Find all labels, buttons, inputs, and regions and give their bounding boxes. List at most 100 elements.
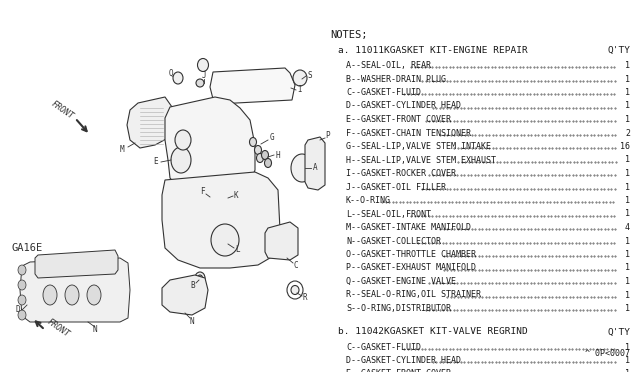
Text: Q: Q <box>169 68 173 77</box>
Text: 1: 1 <box>625 237 630 246</box>
Ellipse shape <box>223 192 233 204</box>
Text: M--GASKET-INTAKE MANIFOLD: M--GASKET-INTAKE MANIFOLD <box>346 223 471 232</box>
Ellipse shape <box>287 281 303 299</box>
Ellipse shape <box>43 285 57 305</box>
Text: 1: 1 <box>625 196 630 205</box>
Text: G--SEAL-LIP,VALVE STEM INTAKE: G--SEAL-LIP,VALVE STEM INTAKE <box>346 142 491 151</box>
Text: Q--GASKET-ENGINE VALVE: Q--GASKET-ENGINE VALVE <box>346 277 456 286</box>
Text: H--SEAL-LIP,VALVE STEM EXHAUST: H--SEAL-LIP,VALVE STEM EXHAUST <box>346 155 496 164</box>
Text: 2: 2 <box>625 128 630 138</box>
Text: 1: 1 <box>625 102 630 110</box>
Text: NOTES;: NOTES; <box>330 30 367 40</box>
Ellipse shape <box>198 275 202 281</box>
Ellipse shape <box>257 154 264 163</box>
Polygon shape <box>210 68 295 104</box>
Text: A--SEAL-OIL, REAR: A--SEAL-OIL, REAR <box>346 61 431 70</box>
Text: 1: 1 <box>625 183 630 192</box>
Ellipse shape <box>18 280 26 290</box>
Text: 1: 1 <box>625 61 630 70</box>
Text: 4: 4 <box>625 223 630 232</box>
Polygon shape <box>165 97 255 200</box>
Text: 1: 1 <box>625 169 630 178</box>
Text: F: F <box>200 187 204 196</box>
Text: L--SEAL-OIL,FRONT: L--SEAL-OIL,FRONT <box>346 209 431 218</box>
Ellipse shape <box>18 265 26 275</box>
Ellipse shape <box>198 58 209 71</box>
Text: I: I <box>298 86 302 94</box>
Text: J--GASKET-OIL FILLER: J--GASKET-OIL FILLER <box>346 183 446 192</box>
Polygon shape <box>20 258 130 322</box>
Text: S: S <box>308 71 312 80</box>
Text: D--GASKET-CYLINDER HEAD: D--GASKET-CYLINDER HEAD <box>346 102 461 110</box>
Ellipse shape <box>291 285 299 295</box>
Text: 1: 1 <box>625 263 630 273</box>
Text: FRONT: FRONT <box>45 317 71 339</box>
Text: 1: 1 <box>625 369 630 372</box>
Text: P--GASKET-EXHAUST MANIFOLD: P--GASKET-EXHAUST MANIFOLD <box>346 263 476 273</box>
Text: 1: 1 <box>625 356 630 365</box>
Text: P: P <box>326 131 330 140</box>
Ellipse shape <box>175 130 191 150</box>
Text: 1: 1 <box>625 88 630 97</box>
Text: N: N <box>189 317 195 327</box>
Text: C--GASKET-FLUID: C--GASKET-FLUID <box>346 343 421 352</box>
Text: 1: 1 <box>625 291 630 299</box>
Ellipse shape <box>293 70 307 86</box>
Text: F--GASKET-CHAIN TENSIONER: F--GASKET-CHAIN TENSIONER <box>346 128 471 138</box>
Text: N: N <box>93 326 97 334</box>
Ellipse shape <box>211 224 239 256</box>
Text: L: L <box>236 246 240 254</box>
Ellipse shape <box>291 154 313 182</box>
Text: 1: 1 <box>625 250 630 259</box>
Text: R: R <box>303 294 307 302</box>
Text: R--SEAL-O-RING,OIL STRAINER: R--SEAL-O-RING,OIL STRAINER <box>346 291 481 299</box>
Text: Q'TY: Q'TY <box>607 327 630 337</box>
Ellipse shape <box>196 79 204 87</box>
Text: A: A <box>313 164 317 173</box>
Text: 1: 1 <box>625 74 630 83</box>
Text: b. 11042KGASKET KIT-VALVE REGRIND: b. 11042KGASKET KIT-VALVE REGRIND <box>338 327 528 337</box>
Text: GA16E: GA16E <box>12 243 44 253</box>
Polygon shape <box>35 250 118 278</box>
Text: 16: 16 <box>620 142 630 151</box>
Polygon shape <box>265 222 298 260</box>
Text: K--O-RING: K--O-RING <box>346 196 391 205</box>
Text: 1: 1 <box>625 277 630 286</box>
Text: G: G <box>269 134 275 142</box>
Ellipse shape <box>195 272 205 284</box>
Ellipse shape <box>87 285 101 305</box>
Text: a. 11011KGASKET KIT-ENGINE REPAIR: a. 11011KGASKET KIT-ENGINE REPAIR <box>338 46 528 55</box>
Ellipse shape <box>262 151 269 160</box>
Ellipse shape <box>173 72 183 84</box>
Text: S--O-RING,DISTRIBUTOR: S--O-RING,DISTRIBUTOR <box>346 304 451 313</box>
Text: B--WASHER-DRAIN PLUG: B--WASHER-DRAIN PLUG <box>346 74 446 83</box>
Ellipse shape <box>18 310 26 320</box>
Text: B: B <box>191 280 195 289</box>
Text: E--GASKET-FRONT COVER: E--GASKET-FRONT COVER <box>346 369 451 372</box>
Text: D: D <box>16 305 20 314</box>
Ellipse shape <box>255 145 262 154</box>
Ellipse shape <box>18 295 26 305</box>
Text: 1: 1 <box>625 209 630 218</box>
Text: K: K <box>234 192 238 201</box>
Polygon shape <box>207 192 222 219</box>
Polygon shape <box>162 172 280 268</box>
Text: H: H <box>276 151 280 160</box>
Text: N--GASKET-COLLECTOR: N--GASKET-COLLECTOR <box>346 237 441 246</box>
Polygon shape <box>305 137 325 190</box>
Ellipse shape <box>264 158 271 167</box>
Text: E--GASKET-FRONT COVER: E--GASKET-FRONT COVER <box>346 115 451 124</box>
Text: Q'TY: Q'TY <box>607 46 630 55</box>
Text: C--GASKET-FLUID: C--GASKET-FLUID <box>346 88 421 97</box>
Text: 1: 1 <box>625 304 630 313</box>
Text: M: M <box>120 145 124 154</box>
Text: J: J <box>202 71 206 80</box>
Text: I--GASKET-ROCKER COVER: I--GASKET-ROCKER COVER <box>346 169 456 178</box>
Text: FRONT: FRONT <box>49 99 75 121</box>
Text: ^ 0P<0007: ^ 0P<0007 <box>585 349 630 358</box>
Text: 1: 1 <box>625 155 630 164</box>
Ellipse shape <box>250 138 257 147</box>
Polygon shape <box>127 97 175 148</box>
Text: O--GASKET-THROTTLE CHAMBER: O--GASKET-THROTTLE CHAMBER <box>346 250 476 259</box>
Ellipse shape <box>65 285 79 305</box>
